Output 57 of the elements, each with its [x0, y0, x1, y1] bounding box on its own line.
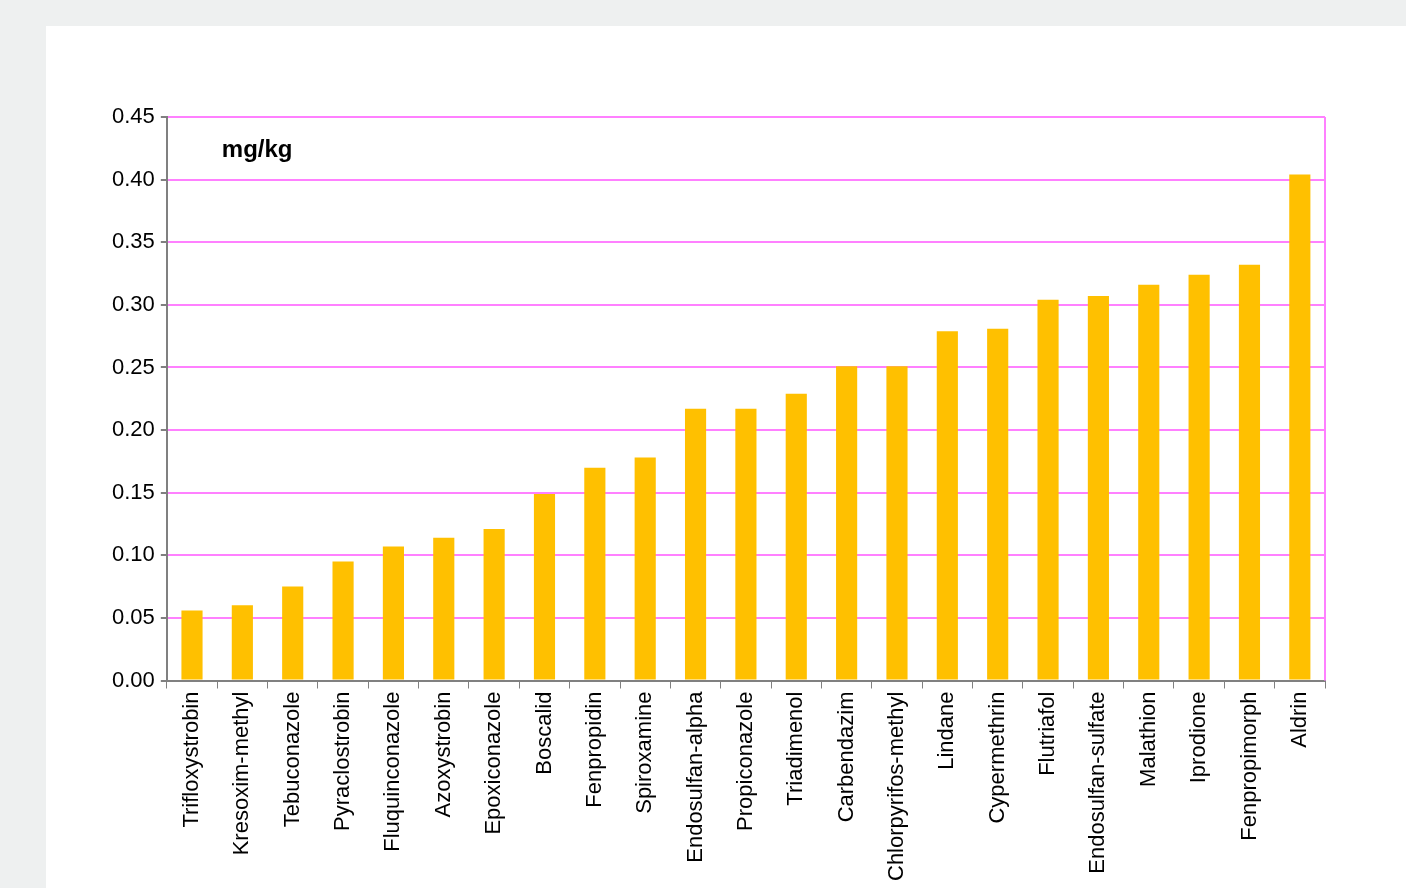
y-axis-title: mg/kg [221, 134, 293, 162]
x-tick-label: Triadimenol [782, 691, 808, 806]
x-tick-label: Flutriafol [1034, 691, 1060, 776]
x-tick-label: Tebuconazole [278, 691, 304, 828]
x-tick-label: Fenpropimorph [1235, 691, 1261, 841]
bar [231, 605, 253, 680]
bar [1188, 274, 1210, 680]
y-tick-label: 0.30 [111, 290, 155, 316]
x-tick-label: Endosulfan-alpha [681, 690, 707, 863]
bar [1087, 296, 1109, 680]
bar [181, 610, 203, 680]
x-tick-label: Aldrin [1285, 691, 1311, 748]
x-tick-label: Fluquinconazole [379, 691, 405, 852]
y-tick-label: 0.45 [111, 103, 155, 129]
x-tick-label: Malathion [1134, 691, 1160, 787]
x-tick-label: Fenpropidin [580, 691, 606, 808]
y-tick-label: 0.35 [111, 228, 155, 254]
bar [785, 393, 807, 680]
x-tick-label: Trifloxystrobin [178, 691, 204, 828]
x-tick-label: Epoxiconazole [480, 691, 506, 835]
bar [1138, 284, 1160, 680]
x-tick-label: Carbendazim [832, 691, 858, 823]
x-tick-label: Boscalid [530, 691, 556, 775]
bar [533, 493, 556, 680]
bar [483, 528, 505, 680]
bar [332, 561, 354, 680]
bar [735, 408, 757, 680]
bar [684, 408, 707, 680]
bar [936, 331, 958, 680]
bar [1037, 299, 1059, 680]
bar [1238, 264, 1261, 680]
x-tick-label: Cypermethrin [983, 691, 1009, 824]
bar [836, 366, 858, 680]
y-tick-label: 0.00 [111, 666, 155, 692]
bar [634, 457, 656, 680]
bar [282, 586, 304, 680]
x-tick-label: Kresoxim-methyl [228, 691, 254, 856]
y-tick-label: 0.25 [111, 353, 155, 379]
y-tick-label: 0.40 [111, 165, 155, 191]
bar [886, 366, 908, 680]
bar [382, 546, 404, 680]
y-tick-label: 0.15 [111, 478, 155, 504]
y-tick-label: 0.20 [111, 416, 155, 442]
x-tick-label: Lindane [933, 691, 959, 770]
x-tick-label: Spiroxamine [631, 691, 657, 814]
bar [584, 467, 606, 680]
x-tick-label: Chlorpyrifos-methyl [883, 691, 909, 882]
x-tick-label: Iprodione [1185, 691, 1211, 784]
bar [987, 328, 1009, 680]
y-tick-label: 0.10 [111, 541, 155, 567]
x-tick-label: Endosulfan-sulfate [1084, 691, 1110, 874]
x-tick-label: Pyraclostrobin [329, 691, 355, 831]
x-tick-label: Azoxystrobin [429, 691, 455, 818]
bar [433, 537, 455, 680]
x-tick-label: Propiconazole [731, 691, 757, 831]
y-tick-label: 0.05 [111, 603, 155, 629]
bar [1289, 174, 1311, 680]
